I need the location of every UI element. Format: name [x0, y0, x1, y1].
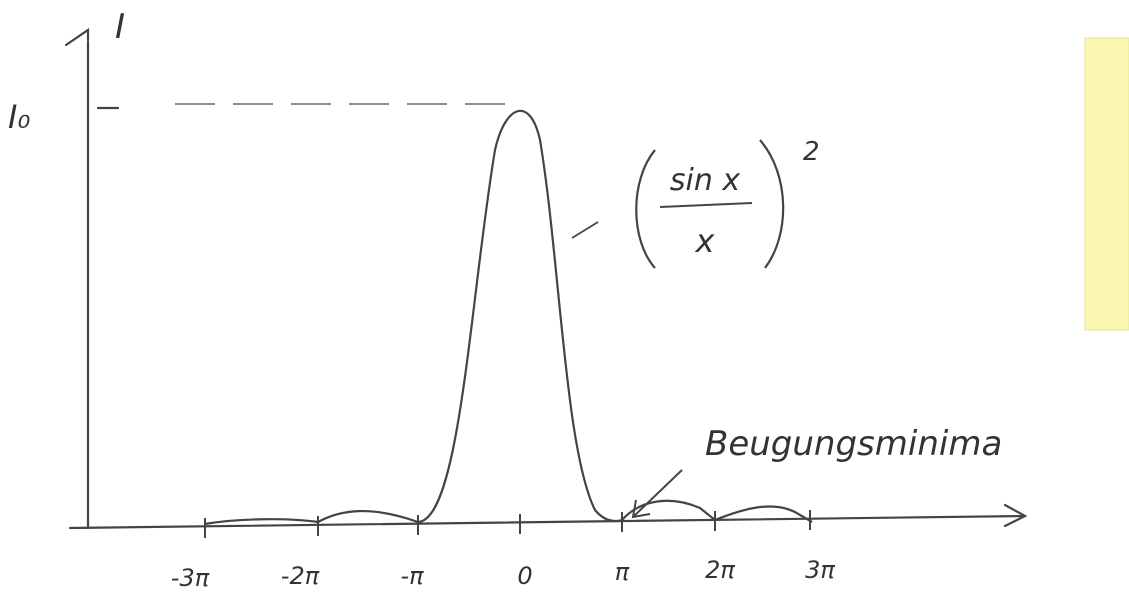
- x-tick-label: -π: [400, 562, 424, 590]
- x-ticks: [205, 510, 810, 538]
- x-tick-label: 0: [517, 562, 532, 590]
- x-tick-label: -3π: [171, 564, 210, 592]
- denominator: x: [695, 222, 716, 260]
- paren: [636, 150, 655, 268]
- numerator: sin x: [670, 163, 741, 198]
- annotation-arrow: [633, 470, 682, 517]
- annotation: Beugungsminima: [705, 424, 1002, 464]
- diagram: I I₀ -3π -2π -π 0 π 2π 3π sin x x 2 Beug…: [0, 0, 1129, 592]
- leader: [572, 222, 598, 238]
- paren: [760, 140, 783, 268]
- note-box: [1085, 38, 1129, 330]
- fraction-bar: [660, 203, 752, 207]
- y-max-label: I₀: [8, 98, 30, 136]
- x-tick-label: 2π: [705, 556, 735, 584]
- exponent: 2: [803, 137, 820, 167]
- x-tick-labels: -3π -2π -π 0 π 2π 3π: [171, 556, 836, 592]
- x-tick-label: -2π: [281, 562, 320, 590]
- x-tick-label: π: [615, 558, 630, 586]
- page: {"axes": {"y_label": "I", "y_max_label":…: [0, 0, 1129, 592]
- formula: sin x x 2: [572, 137, 820, 268]
- x-tick-label: 3π: [805, 556, 835, 584]
- y-label: I: [115, 7, 125, 47]
- y-arrow: [66, 30, 88, 45]
- arrow-line: [633, 470, 682, 517]
